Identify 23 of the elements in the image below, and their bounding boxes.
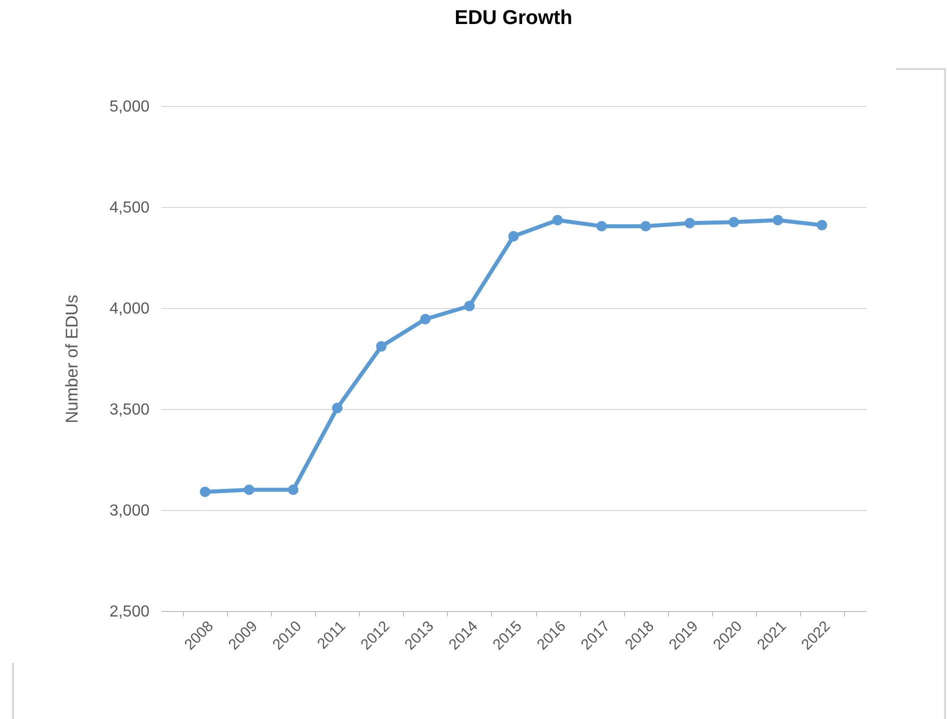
- point: [288, 484, 298, 496]
- y-tick-label: 3,500: [109, 402, 150, 418]
- y-axis-title: Number of EDUs: [62, 294, 82, 424]
- point: [552, 214, 563, 226]
- point: [464, 300, 475, 312]
- y-tick-label: 3,000: [109, 502, 150, 520]
- y-tick-label: 4,000: [109, 300, 150, 318]
- point: [332, 402, 342, 414]
- point: [684, 218, 695, 228]
- chart-title: EDU Growth: [454, 7, 572, 29]
- point: [640, 220, 651, 232]
- point: [200, 486, 210, 498]
- point: [816, 220, 828, 230]
- point: [508, 231, 519, 242]
- y-tick-label: 2,500: [109, 604, 150, 620]
- point: [596, 220, 607, 232]
- point: [244, 484, 254, 496]
- point: [728, 216, 740, 228]
- y-tick-label: 5,000: [109, 98, 150, 116]
- point: [772, 214, 784, 226]
- point: [376, 341, 387, 352]
- y-tick-label: 4,500: [109, 200, 150, 216]
- point: [420, 314, 431, 324]
